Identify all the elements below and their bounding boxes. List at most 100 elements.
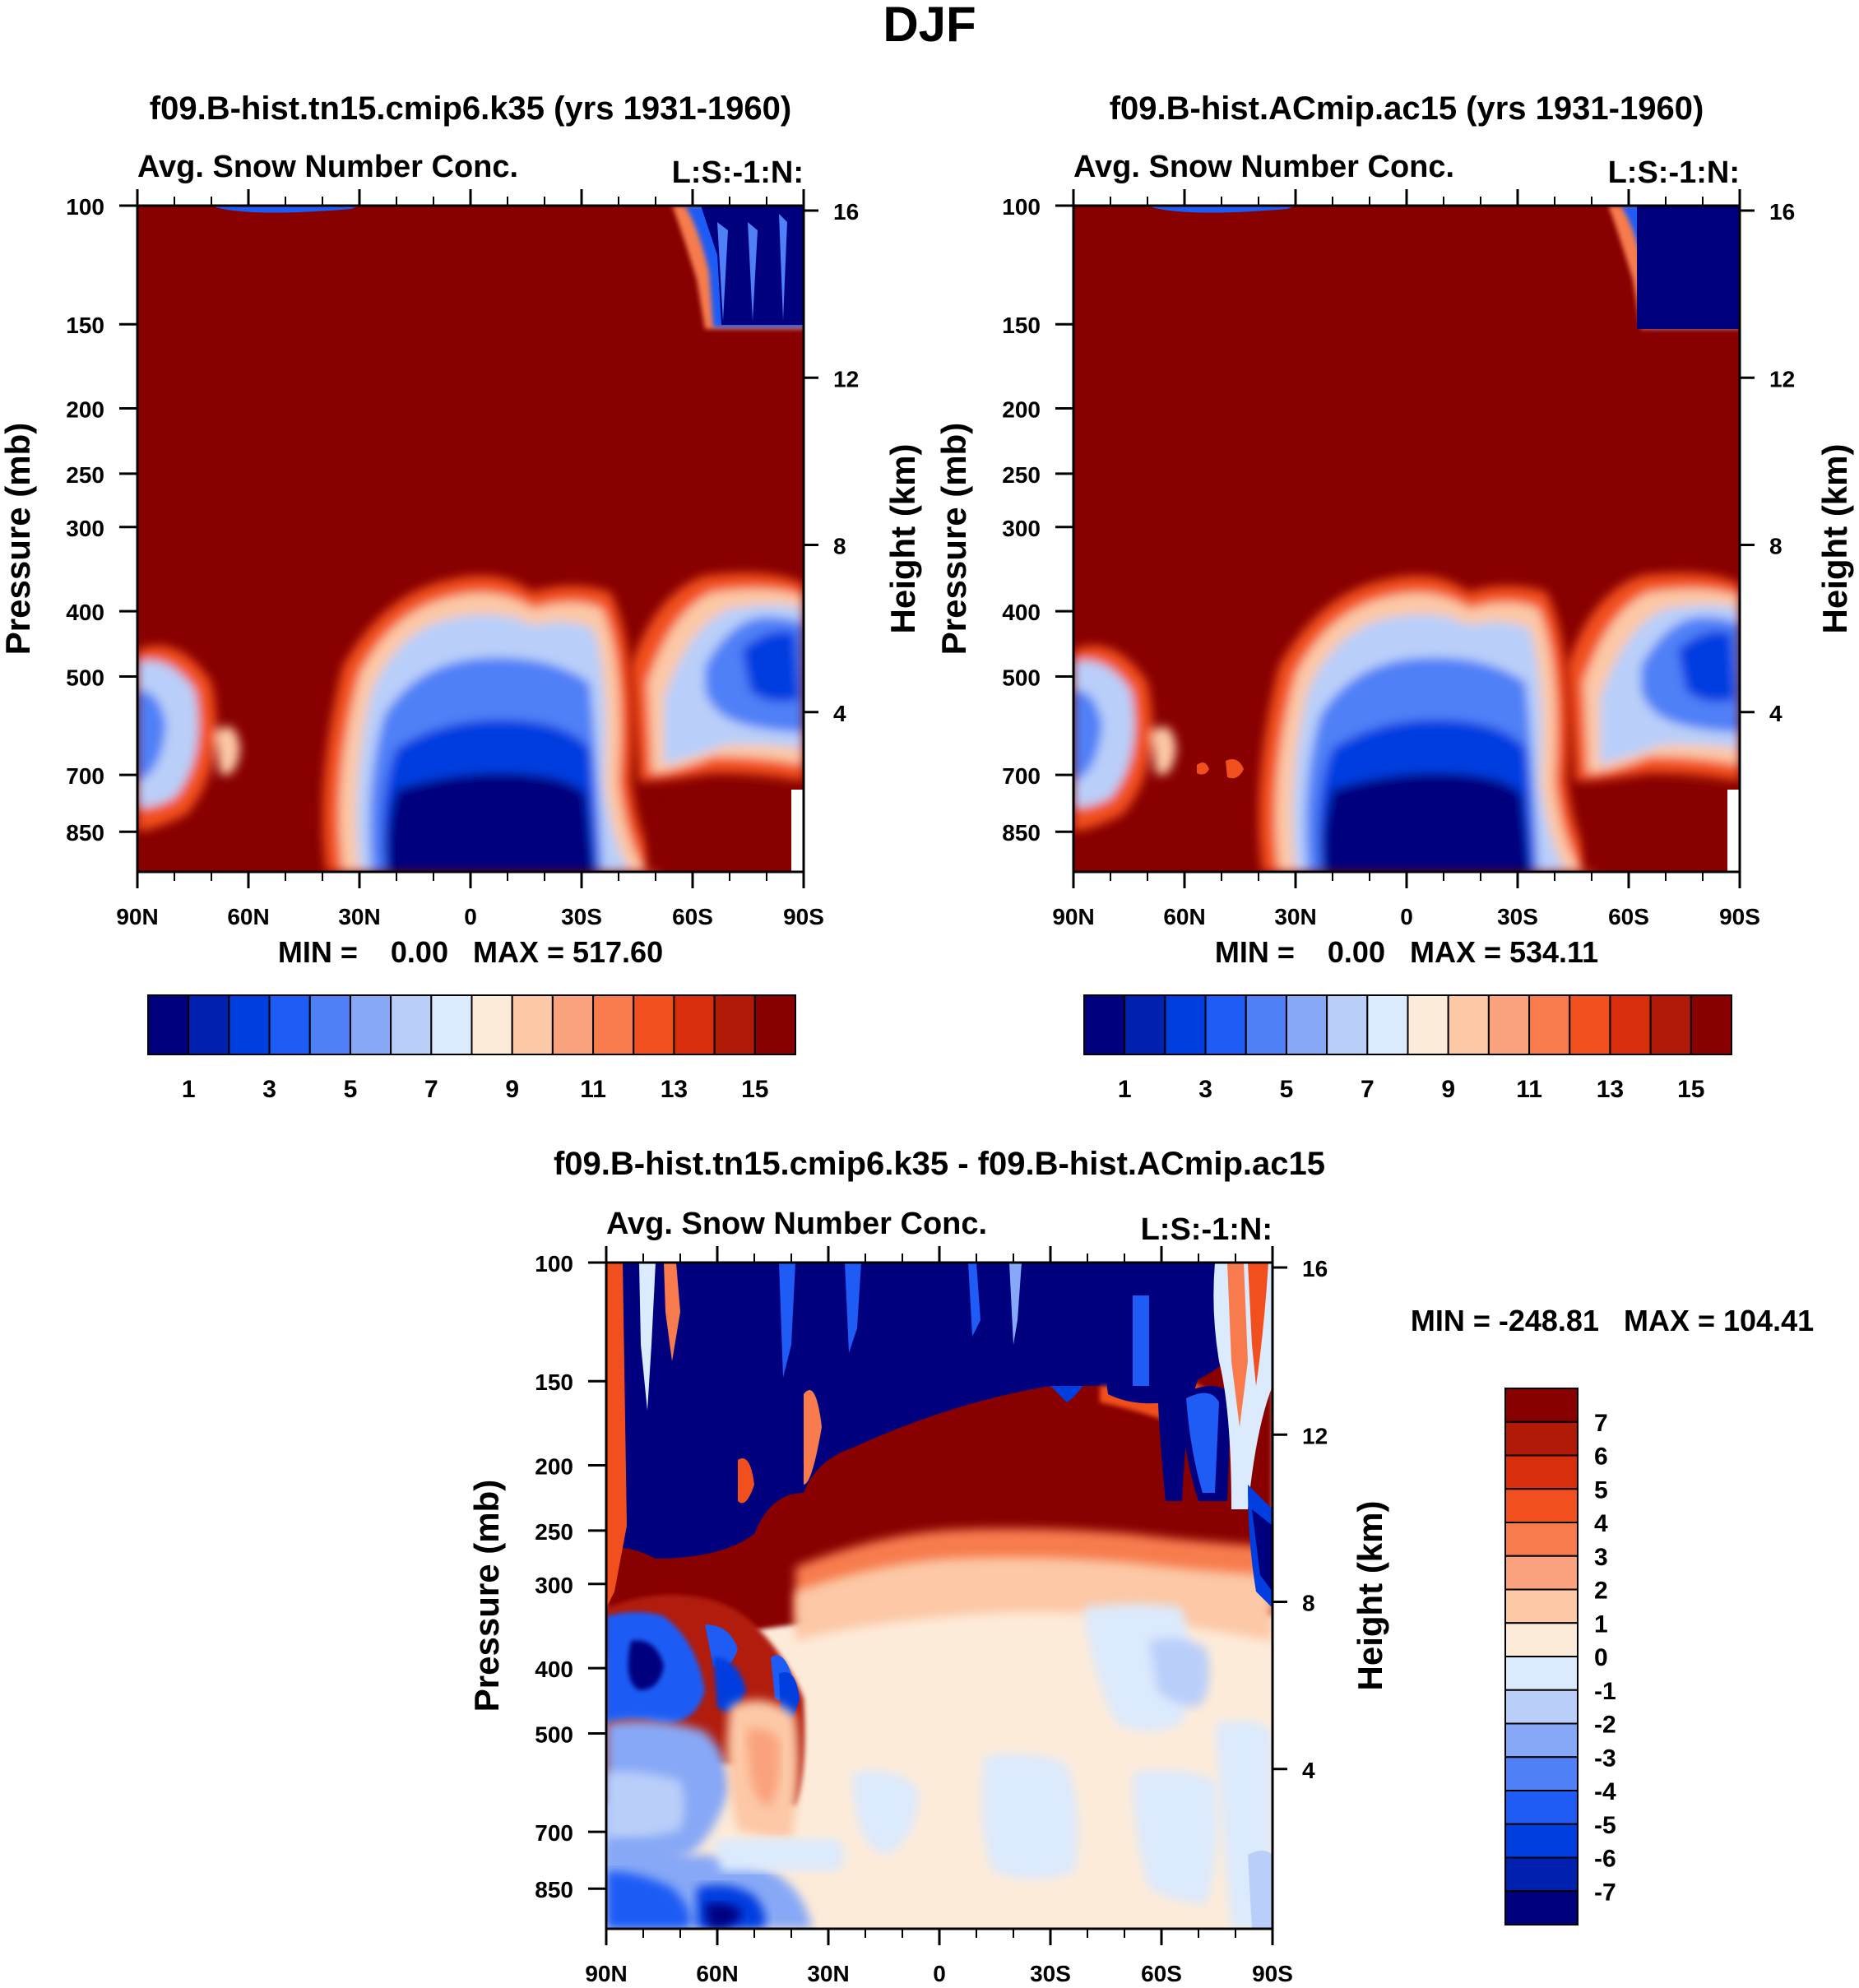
panel-case-ytick-label: 300 <box>66 516 104 541</box>
panel-control-colorbar-label: 1 <box>1118 1076 1132 1103</box>
panel-difference-subtitle-left: Avg. Snow Number Conc. <box>606 1207 987 1241</box>
panel-case-colorbar: 1 3 5 7 9 11 13 15 <box>147 994 796 1103</box>
panel-control-xtick-label: 30S <box>1497 904 1538 929</box>
panel-difference-ytick-label: 850 <box>535 1877 573 1902</box>
panel-difference-colorbar: 7 6 5 4 3 2 1 0 -1 -2 -3 -4 -5 -6 -7 <box>1504 1388 1616 1925</box>
panel-control-title: f09.B-hist.ACmip.ac15 (yrs 1931-1960) <box>1110 90 1704 127</box>
panel-difference-height-tick-label: 16 <box>1302 1256 1328 1281</box>
panel-difference-colorbar-label: 4 <box>1594 1510 1608 1537</box>
panel-case-subtitle-left: Avg. Snow Number Conc. <box>137 150 518 184</box>
panel-control-stats: MIN = 0.00 MAX = 534.11 <box>1215 935 1598 969</box>
panel-case-height-tick-label: 12 <box>833 366 859 392</box>
panel-difference-colorbar-label: 5 <box>1594 1476 1608 1504</box>
panel-difference-colorbar-label: -4 <box>1594 1778 1616 1805</box>
panel-control-contour-field <box>1073 206 1740 872</box>
panel-difference: f09.B-hist.tn15.cmip6.k35 - f09.B-hist.A… <box>467 1146 1814 1986</box>
panel-control-colorbar-label: 7 <box>1361 1076 1375 1103</box>
panel-case-colorbar-swatch <box>349 994 392 1055</box>
panel-case-ylabel: Pressure (mb) <box>0 423 37 655</box>
panel-case-colorbar-label: 5 <box>344 1076 358 1103</box>
panel-case-colorbar-swatch <box>633 994 675 1055</box>
panel-case-ytick-label: 700 <box>66 763 104 789</box>
panel-difference-colorbar-swatch <box>1504 1756 1579 1791</box>
panel-difference-colorbar-label: -3 <box>1594 1745 1616 1772</box>
panel-difference-colorbar-swatch <box>1504 1488 1579 1523</box>
panel-difference-height-tick-label: 12 <box>1302 1423 1328 1448</box>
panel-control-xtick-label: 60N <box>1163 904 1205 929</box>
panel-case-xtick-label: 60N <box>227 904 269 929</box>
panel-difference-height-tick-label: 8 <box>1302 1591 1315 1616</box>
panel-difference-colorbar-label: 3 <box>1594 1544 1608 1571</box>
panel-control-colorbar-swatch <box>1407 994 1449 1055</box>
panel-control-colorbar-swatch <box>1366 994 1409 1055</box>
panel-case-colorbar-swatch <box>188 994 230 1055</box>
panel-case-colorbar-swatch <box>430 994 473 1055</box>
panel-control-height-tick-label: 16 <box>1769 199 1795 225</box>
panel-difference-colorbar-label: 0 <box>1594 1644 1608 1671</box>
panel-difference-height-tick-label: 4 <box>1302 1758 1315 1783</box>
panel-case-title: f09.B-hist.tn15.cmip6.k35 (yrs 1931-1960… <box>150 90 791 127</box>
panel-case-colorbar-label: 9 <box>505 1076 519 1103</box>
panel-case: f09.B-hist.tn15.cmip6.k35 (yrs 1931-1960… <box>0 90 922 1103</box>
panel-difference-colorbar-label: -6 <box>1594 1846 1616 1873</box>
panel-control-colorbar-swatch <box>1609 994 1652 1055</box>
panel-control-colorbar-swatch <box>1164 994 1207 1055</box>
panel-control-colorbar-swatch <box>1569 994 1611 1055</box>
panel-difference-colorbar-label: -5 <box>1594 1812 1616 1839</box>
panel-difference-colorbar-swatch <box>1504 1656 1579 1691</box>
panel-difference-colorbar-swatch <box>1504 1790 1579 1825</box>
panel-case-subtitle-right: L:S:-1:N: <box>672 155 804 190</box>
panel-case-ytick-label: 250 <box>66 462 104 488</box>
panel-difference-colorbar-label: 1 <box>1594 1610 1608 1638</box>
panel-control-colorbar-label: 3 <box>1198 1076 1212 1103</box>
panel-difference-colorbar-swatch <box>1504 1890 1579 1925</box>
panel-control: f09.B-hist.ACmip.ac15 (yrs 1931-1960) Av… <box>934 90 1854 1103</box>
panel-difference-ytick-label: 150 <box>535 1369 573 1395</box>
panel-control-colorbar-swatch <box>1487 994 1531 1055</box>
panel-control-height-tick-label: 12 <box>1769 366 1795 392</box>
panel-control-xtick-label: 60S <box>1608 904 1649 929</box>
panel-case-colorbar-swatch <box>147 994 190 1055</box>
panel-control-colorbar-label: 5 <box>1280 1076 1294 1103</box>
panel-case-colorbar-label: 15 <box>741 1076 768 1103</box>
panel-difference-xtick-label: 90N <box>585 1961 627 1986</box>
panel-difference-ytick-label: 400 <box>535 1657 573 1682</box>
panel-control-ytick-label: 100 <box>1002 194 1041 220</box>
panel-control-colorbar-swatch <box>1124 994 1166 1055</box>
panel-control-ytick-label: 700 <box>1002 763 1041 789</box>
panel-case-ytick-label: 150 <box>66 313 104 338</box>
panel-case-colorbar-label: 1 <box>182 1076 196 1103</box>
panel-control-ytick-label: 400 <box>1002 600 1041 625</box>
panel-control-colorbar-swatch <box>1690 994 1732 1055</box>
panel-case-height-tick-label: 8 <box>833 534 846 559</box>
panel-difference-colorbar-label: 2 <box>1594 1578 1608 1605</box>
panel-case-colorbar-label: 13 <box>661 1076 688 1103</box>
panel-control-xtick-label: 30N <box>1274 904 1316 929</box>
panel-difference-colorbar-swatch <box>1504 1722 1579 1759</box>
panel-case-xtick-label: 30N <box>338 904 380 929</box>
panel-difference-xtick-label: 30N <box>807 1961 849 1986</box>
panel-case-colorbar-swatch <box>753 994 796 1055</box>
panel-difference-colorbar-swatch <box>1504 1689 1579 1725</box>
panel-difference-colorbar-swatch <box>1504 1856 1579 1893</box>
panel-difference-colorbar-swatch <box>1504 1823 1579 1859</box>
panel-control-ytick-label: 150 <box>1002 313 1041 338</box>
panel-case-ylabel-right: Height (km) <box>883 444 922 634</box>
panel-difference-colorbar-swatch <box>1504 1555 1579 1591</box>
panel-difference-ytick-label: 250 <box>535 1519 573 1545</box>
panel-control-colorbar-label: 13 <box>1597 1076 1624 1103</box>
panel-difference-ytick-label: 700 <box>535 1820 573 1846</box>
panel-case-ytick-label: 400 <box>66 600 104 625</box>
panel-difference-xtick-label: 60S <box>1141 1961 1182 1986</box>
panel-difference-ytick-label: 300 <box>535 1573 573 1598</box>
panel-case-xtick-label: 30S <box>561 904 602 929</box>
panel-control-colorbar-swatch <box>1447 994 1490 1055</box>
panel-case-colorbar-swatch <box>551 994 595 1055</box>
panel-difference-colorbar-swatch <box>1504 1588 1579 1624</box>
panel-control-subtitle-right: L:S:-1:N: <box>1608 155 1740 190</box>
panel-difference-ylabel-right: Height (km) <box>1351 1501 1389 1691</box>
panel-case-colorbar-swatch <box>308 994 351 1055</box>
panel-control-colorbar: 1 3 5 7 9 11 13 15 <box>1083 994 1732 1103</box>
panel-case-ytick-label: 850 <box>66 820 104 846</box>
